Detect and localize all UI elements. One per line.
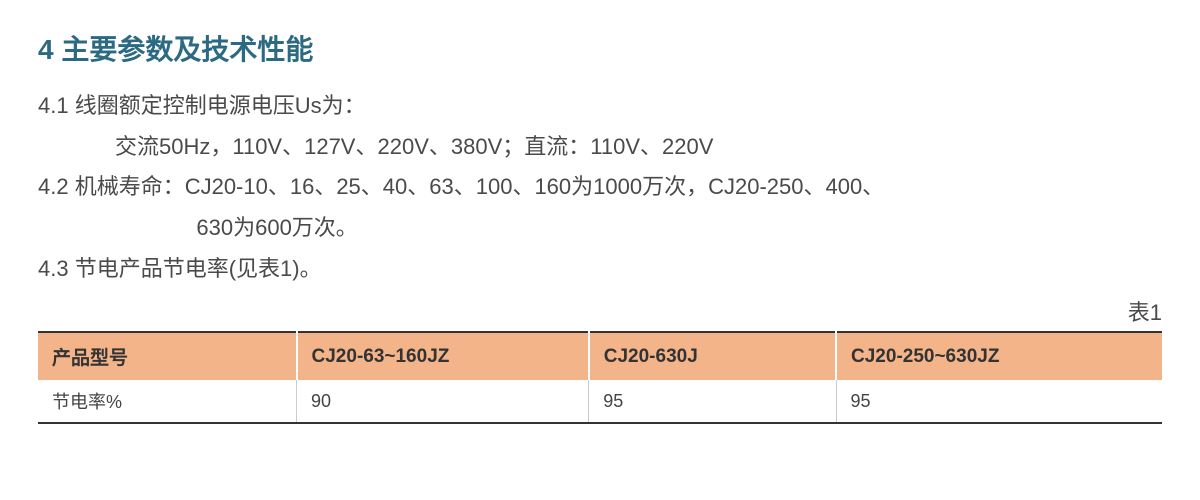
table-header-row: 产品型号 CJ20-63~160JZ CJ20-630J CJ20-250~63…	[38, 332, 1162, 380]
table-cell: 95	[836, 380, 1162, 423]
section-heading: 4 主要参数及技术性能	[38, 28, 1162, 68]
table-cell: 节电率%	[38, 380, 297, 423]
para-line: 4.2 机械寿命：CJ20-10、16、25、40、63、100、160为100…	[38, 167, 1162, 208]
table-caption: 表1	[38, 295, 1162, 327]
table-header-cell: CJ20-63~160JZ	[297, 332, 589, 380]
table-header-cell: CJ20-250~630JZ	[836, 332, 1162, 380]
body-text: 4.1 线圈额定控制电源电压Us为： 交流50Hz，110V、127V、220V…	[38, 86, 1162, 289]
spec-table: 产品型号 CJ20-63~160JZ CJ20-630J CJ20-250~63…	[38, 331, 1162, 424]
table-cell: 90	[297, 380, 589, 423]
table-row: 节电率% 90 95 95	[38, 380, 1162, 423]
para-line: 交流50Hz，110V、127V、220V、380V；直流：110V、220V	[38, 127, 1162, 168]
para-line: 4.1 线圈额定控制电源电压Us为：	[38, 86, 1162, 127]
table-header-cell: 产品型号	[38, 332, 297, 380]
table-header-cell: CJ20-630J	[589, 332, 836, 380]
table-cell: 95	[589, 380, 836, 423]
para-line: 4.3 节电产品节电率(见表1)。	[38, 249, 1162, 290]
para-line: 630为600万次。	[38, 208, 1162, 249]
